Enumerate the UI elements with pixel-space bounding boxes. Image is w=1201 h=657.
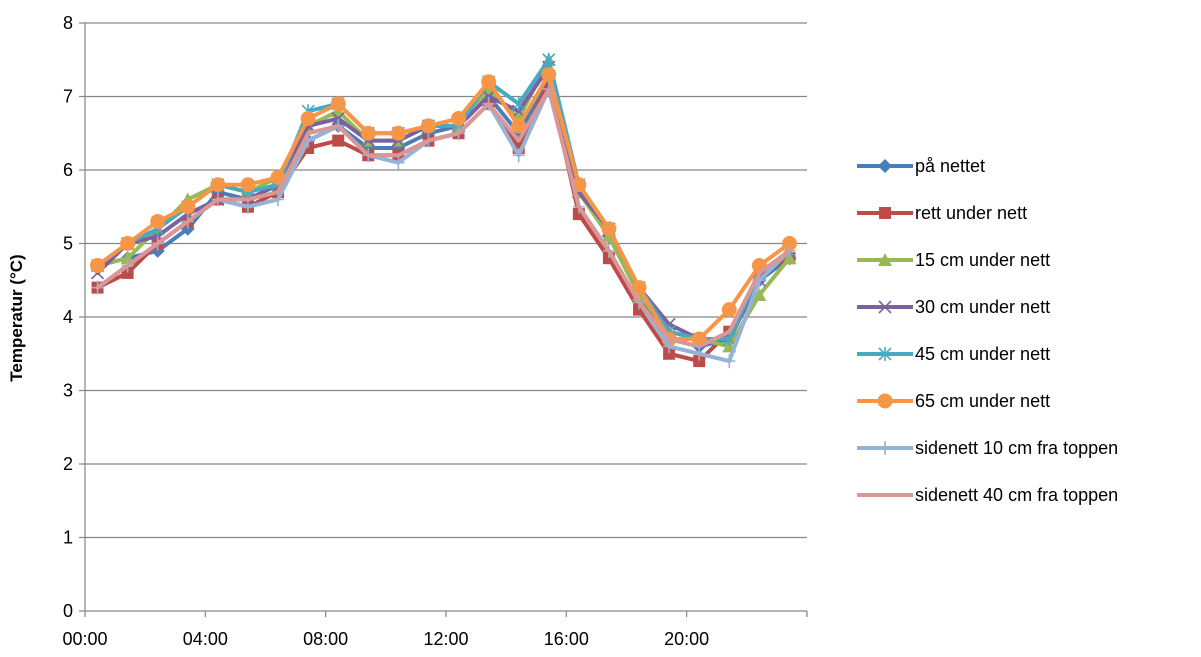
data-point xyxy=(542,52,556,67)
legend-label: 45 cm under nett xyxy=(915,344,1050,364)
legend-label: 30 cm under nett xyxy=(915,297,1050,317)
data-point xyxy=(877,393,893,409)
series-line xyxy=(95,87,792,349)
x-tick-label: 08:00 xyxy=(303,629,348,649)
data-point xyxy=(481,74,497,90)
series-5 xyxy=(90,66,797,347)
series-layer xyxy=(90,52,797,369)
y-tick-label: 5 xyxy=(63,234,73,254)
data-point xyxy=(601,221,617,237)
x-tick-label: 16:00 xyxy=(544,629,589,649)
data-point xyxy=(878,253,892,266)
y-tick-label: 3 xyxy=(63,381,73,401)
data-point xyxy=(272,192,285,207)
data-point xyxy=(90,258,106,274)
x-tick-label: 12:00 xyxy=(423,629,468,649)
data-point xyxy=(392,155,405,170)
y-tick-label: 1 xyxy=(63,528,73,548)
data-point xyxy=(511,118,527,134)
data-point xyxy=(879,441,891,455)
legend-label: 65 cm under nett xyxy=(915,391,1050,411)
data-point xyxy=(631,280,647,296)
y-tick-label: 6 xyxy=(63,160,73,180)
data-point xyxy=(878,300,892,314)
y-tick-labels: 0 1 2 3 4 5 6 7 8 xyxy=(63,13,73,621)
series-1 xyxy=(91,75,796,368)
y-tick-label: 4 xyxy=(63,307,73,327)
data-point xyxy=(512,148,525,163)
data-point xyxy=(663,339,676,354)
data-point xyxy=(541,66,557,82)
data-point xyxy=(150,213,166,229)
x-tick-label: 20:00 xyxy=(664,629,709,649)
legend-entry: 30 cm under nett xyxy=(857,297,1050,317)
data-point xyxy=(723,354,736,369)
data-point xyxy=(752,287,767,301)
legend-entry: sidenett 40 cm fra toppen xyxy=(857,485,1118,505)
data-point xyxy=(331,111,345,126)
data-point xyxy=(240,177,256,193)
data-point xyxy=(693,346,706,361)
y-tick-label: 7 xyxy=(63,87,73,107)
data-point xyxy=(300,111,316,127)
legend-entry: 45 cm under nett xyxy=(857,344,1050,364)
data-point xyxy=(180,199,196,215)
legend-entry: på nettet xyxy=(857,156,985,176)
data-point xyxy=(781,236,797,251)
legend-label: på nettet xyxy=(915,156,985,176)
x-tick-labels: 00:00 04:00 08:00 12:00 16:00 20:00 xyxy=(62,629,709,649)
data-point xyxy=(420,118,436,134)
legend-entry: sidenett 10 cm fra toppen xyxy=(857,438,1118,458)
series-7 xyxy=(95,87,792,349)
series-3 xyxy=(90,60,797,346)
legend-label: sidenett 10 cm fra toppen xyxy=(915,438,1118,458)
axes xyxy=(79,22,808,617)
y-axis-title: Temperatur (°C) xyxy=(7,254,26,381)
legend-entry: rett under nett xyxy=(857,203,1027,223)
data-point xyxy=(512,96,526,111)
data-point xyxy=(482,89,496,104)
y-tick-label: 2 xyxy=(63,454,73,474)
data-point xyxy=(210,177,226,193)
data-point xyxy=(451,111,467,127)
x-tick-label: 00:00 xyxy=(62,629,107,649)
legend-entry: 15 cm under nett xyxy=(857,250,1050,270)
data-point xyxy=(663,347,676,360)
legend-entry: 65 cm under nett xyxy=(857,391,1050,411)
data-point xyxy=(693,355,706,368)
y-tick-label: 0 xyxy=(63,601,73,621)
data-point xyxy=(120,236,136,251)
series-line xyxy=(95,65,792,342)
legend-label: 15 cm under nett xyxy=(915,250,1050,270)
gridlines xyxy=(85,22,807,539)
x-tick-label: 04:00 xyxy=(183,629,228,649)
legend-label: sidenett 40 cm fra toppen xyxy=(915,485,1118,505)
data-point xyxy=(879,207,891,219)
series-line xyxy=(95,57,792,342)
data-point xyxy=(721,302,737,318)
data-point xyxy=(878,347,892,361)
data-point xyxy=(878,159,892,173)
data-point xyxy=(332,134,345,147)
legend: på nettet rett under nett 15 cm under nett… xyxy=(857,156,1118,505)
data-point xyxy=(241,199,254,214)
series-line xyxy=(95,57,792,349)
data-point xyxy=(360,125,376,141)
data-point xyxy=(330,96,346,112)
data-point xyxy=(390,125,406,141)
y-tick-label: 8 xyxy=(63,13,73,33)
legend-label: rett under nett xyxy=(915,203,1027,223)
